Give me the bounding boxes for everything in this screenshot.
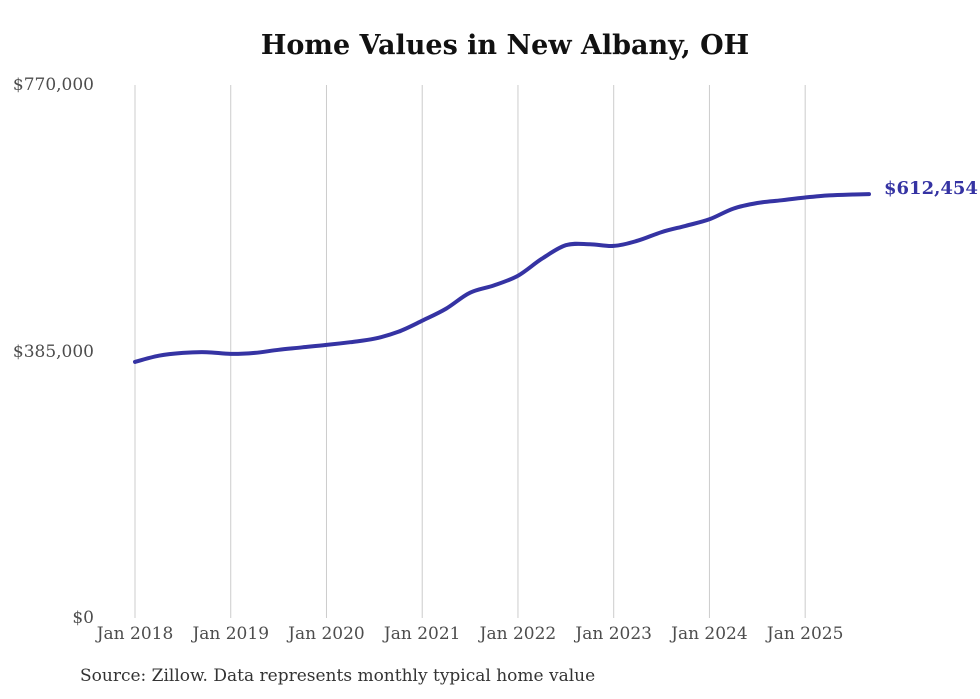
y-axis-tick-label: $770,000 [12, 75, 94, 95]
x-axis-tick-label: Jan 2021 [383, 624, 461, 644]
x-axis-tick-label: Jan 2024 [671, 624, 748, 644]
latest-value-label: $612,454 [884, 178, 978, 200]
x-axis-tick-label: Jan 2023 [575, 624, 652, 644]
source-note: Source: Zillow. Data represents monthly … [80, 666, 596, 686]
x-axis-tick-label: Jan 2019 [192, 624, 270, 644]
y-axis-tick-label: $385,000 [12, 341, 94, 362]
x-axis-tick-label: Jan 2018 [96, 624, 174, 644]
x-axis-tick-label: Jan 2022 [479, 624, 557, 644]
chart-title: Home Values in New Albany, OH [260, 30, 750, 61]
x-axis-tick-label: Jan 2020 [288, 624, 365, 644]
y-axis-tick-label: $0 [72, 608, 94, 628]
home-value-series-line [133, 192, 871, 364]
x-axis-tick-label: Jan 2025 [766, 624, 844, 644]
